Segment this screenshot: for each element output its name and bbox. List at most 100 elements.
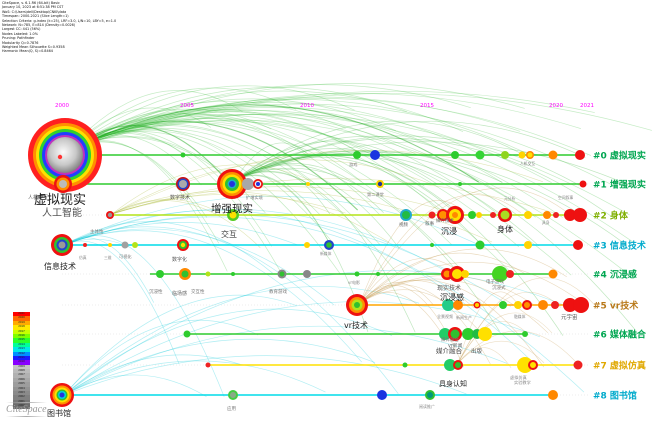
keyword-node[interactable] xyxy=(428,211,436,219)
keyword-node[interactable] xyxy=(446,206,464,224)
keyword-node[interactable] xyxy=(575,150,585,160)
cluster-label-0[interactable]: #0 虚拟现实 xyxy=(593,150,646,162)
keyword-node[interactable] xyxy=(179,268,191,280)
keyword-node[interactable] xyxy=(354,271,360,277)
keyword-node[interactable] xyxy=(475,150,485,160)
keyword-node[interactable] xyxy=(564,209,576,221)
keyword-node[interactable] xyxy=(478,327,492,341)
keyword-node[interactable] xyxy=(50,383,74,407)
keyword-node[interactable] xyxy=(573,208,587,222)
keyword-node[interactable] xyxy=(156,270,164,278)
keyword-node[interactable] xyxy=(506,270,514,278)
keyword-node[interactable] xyxy=(522,300,532,310)
keyword-node[interactable] xyxy=(121,241,129,249)
keyword-node[interactable] xyxy=(54,175,72,193)
keyword-node[interactable] xyxy=(183,330,191,338)
cluster-label-3[interactable]: #3 信息技术 xyxy=(593,240,646,252)
keyword-node[interactable] xyxy=(437,209,449,221)
keyword-node[interactable] xyxy=(108,243,112,247)
keyword-node[interactable] xyxy=(462,328,474,340)
cluster-label-2[interactable]: #2 身体 xyxy=(593,210,629,222)
keyword-node[interactable] xyxy=(517,357,533,373)
keyword-node[interactable] xyxy=(573,297,589,313)
keyword-node[interactable] xyxy=(528,360,538,370)
keyword-node[interactable] xyxy=(498,208,512,222)
keyword-node[interactable] xyxy=(231,272,235,276)
keyword-node[interactable] xyxy=(473,301,481,309)
keyword-node[interactable] xyxy=(28,118,102,192)
keyword-node[interactable] xyxy=(177,239,189,251)
keyword-node[interactable] xyxy=(217,169,247,199)
keyword-node[interactable] xyxy=(573,240,583,250)
link-arc xyxy=(63,235,225,397)
keyword-node[interactable] xyxy=(324,240,334,250)
legend-year-row: 2008 xyxy=(13,369,30,374)
keyword-node[interactable] xyxy=(242,178,254,190)
keyword-node[interactable] xyxy=(518,151,526,159)
keyword-node[interactable] xyxy=(444,359,456,371)
keyword-node[interactable] xyxy=(453,300,463,310)
keyword-node[interactable] xyxy=(563,298,577,312)
keyword-node[interactable] xyxy=(106,211,114,219)
keyword-node[interactable] xyxy=(553,212,559,218)
keyword-node[interactable] xyxy=(430,243,434,247)
keyword-node[interactable] xyxy=(573,360,583,370)
keyword-node[interactable] xyxy=(448,327,462,341)
keyword-node[interactable] xyxy=(548,150,558,160)
keyword-node[interactable] xyxy=(353,151,361,159)
keyword-node[interactable] xyxy=(346,294,368,316)
keyword-node[interactable] xyxy=(501,151,509,159)
keyword-node[interactable] xyxy=(228,390,238,400)
keyword-node[interactable] xyxy=(548,390,558,400)
keyword-node[interactable] xyxy=(538,300,548,310)
keyword-node[interactable] xyxy=(499,301,507,309)
keyword-node[interactable] xyxy=(461,270,469,278)
keyword-node[interactable] xyxy=(551,301,559,309)
keyword-node[interactable] xyxy=(306,182,310,186)
keyword-node[interactable] xyxy=(526,151,534,159)
keyword-node[interactable] xyxy=(180,152,186,158)
keyword-node[interactable] xyxy=(277,269,287,279)
keyword-node[interactable] xyxy=(475,240,485,250)
cluster-label-5[interactable]: #5 vr技术 xyxy=(593,300,638,312)
keyword-node[interactable] xyxy=(51,234,73,256)
keyword-node[interactable] xyxy=(492,266,508,282)
cluster-label-8[interactable]: #8 图书馆 xyxy=(593,390,637,402)
cluster-label-4[interactable]: #4 沉浸感 xyxy=(593,269,637,281)
keyword-node[interactable] xyxy=(442,299,454,311)
cluster-label-6[interactable]: #6 媒体融合 xyxy=(593,329,647,341)
keyword-node[interactable] xyxy=(83,243,87,247)
keyword-node[interactable] xyxy=(451,151,459,159)
keyword-node[interactable] xyxy=(490,212,496,218)
keyword-node[interactable] xyxy=(439,328,451,340)
keyword-node[interactable] xyxy=(476,212,482,218)
cluster-label-1[interactable]: #1 增强现实 xyxy=(593,179,646,191)
keyword-node[interactable] xyxy=(402,362,408,368)
keyword-node[interactable] xyxy=(370,150,380,160)
keyword-node[interactable] xyxy=(377,390,387,400)
keyword-node[interactable] xyxy=(522,331,528,337)
keyword-node[interactable] xyxy=(304,242,310,248)
keyword-node[interactable] xyxy=(514,301,522,309)
keyword-node[interactable] xyxy=(524,241,532,249)
keyword-node[interactable] xyxy=(458,182,462,186)
keyword-node[interactable] xyxy=(543,211,551,219)
keyword-node[interactable] xyxy=(132,242,138,248)
keyword-node[interactable] xyxy=(205,362,211,368)
keyword-node[interactable] xyxy=(425,390,435,400)
keyword-node[interactable] xyxy=(253,179,263,189)
keyword-node[interactable] xyxy=(303,270,311,278)
keyword-node[interactable] xyxy=(548,269,558,279)
keyword-node[interactable] xyxy=(376,180,384,188)
keyword-node[interactable] xyxy=(176,177,190,191)
keyword-node[interactable] xyxy=(579,180,587,188)
keyword-node[interactable] xyxy=(449,266,465,282)
keyword-node[interactable] xyxy=(205,271,211,277)
keyword-node[interactable] xyxy=(453,360,463,370)
keyword-node[interactable] xyxy=(524,211,532,219)
cluster-label-7[interactable]: #7 虚拟仿真 xyxy=(593,360,646,372)
keyword-node[interactable] xyxy=(376,272,380,276)
keyword-node[interactable] xyxy=(400,209,412,221)
keyword-node[interactable] xyxy=(468,211,476,219)
keyword-node[interactable] xyxy=(227,209,239,221)
